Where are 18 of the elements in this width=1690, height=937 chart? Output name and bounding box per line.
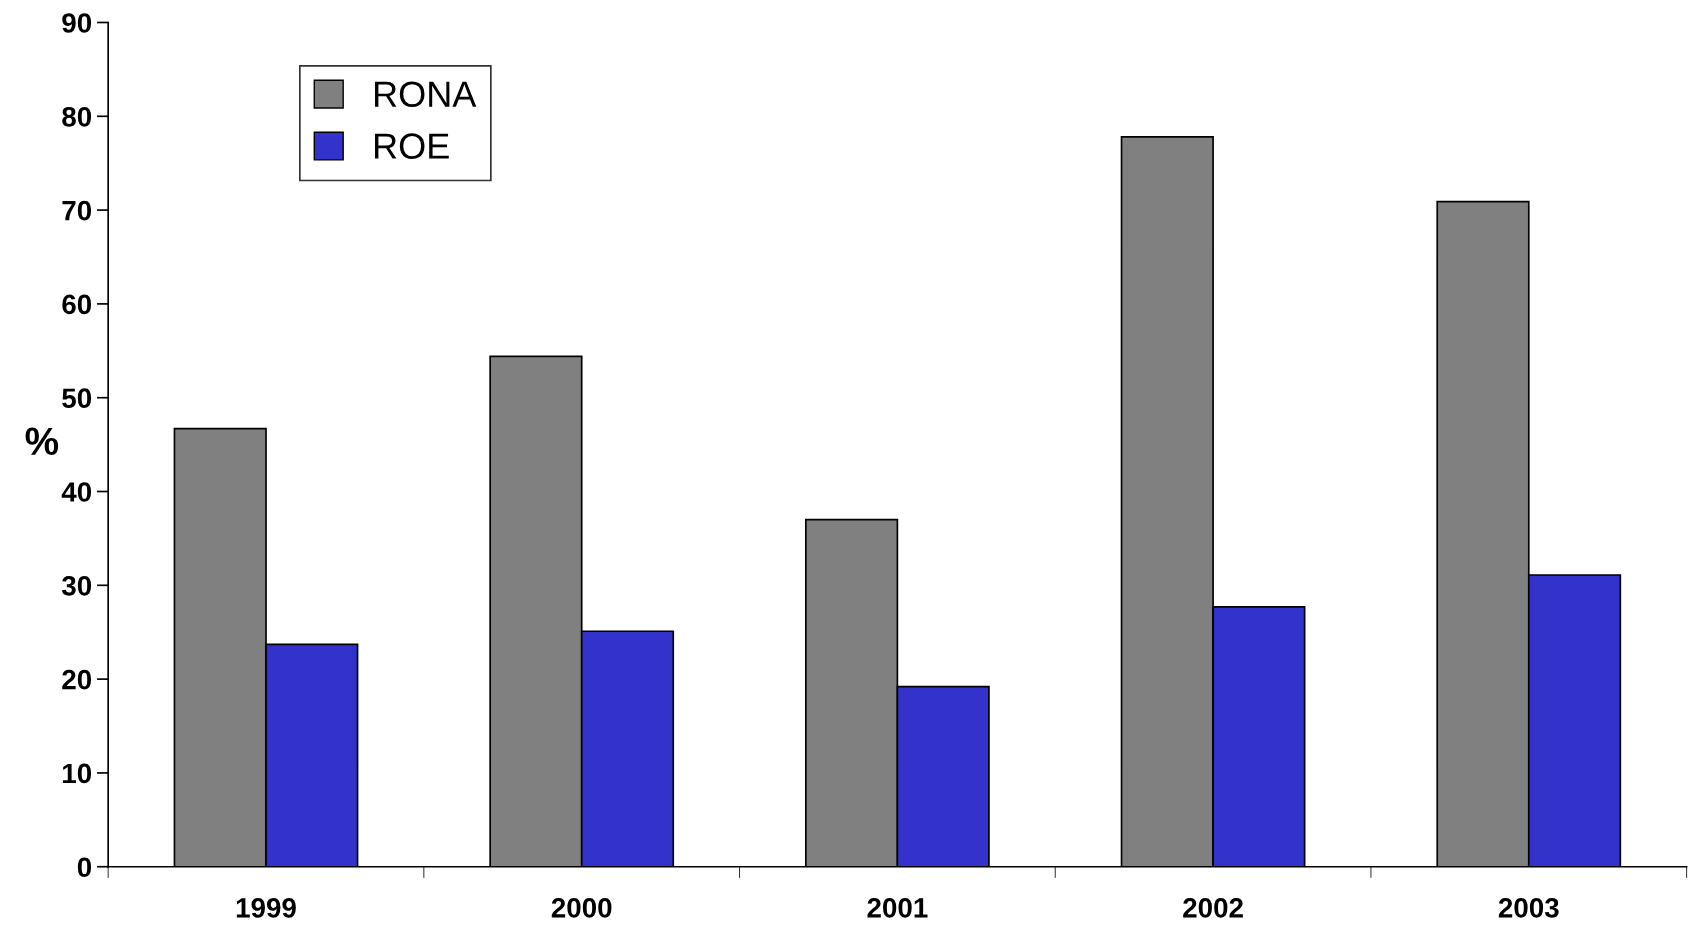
x-tick-label: 1999: [236, 898, 296, 918]
x-tick-label: 2002: [1183, 898, 1243, 918]
y-tick-label: 0: [77, 857, 92, 878]
y-tick-label: 40: [61, 482, 92, 502]
y-tick-label: 20: [62, 669, 92, 690]
y-tick-label: 10: [63, 763, 92, 784]
legend-label: RONA: [375, 81, 477, 108]
y-tick-label: 70: [62, 200, 92, 221]
x-tick-label: 2001: [867, 898, 928, 918]
y-axis-title: %: [25, 427, 59, 455]
y-tick-label: 50: [62, 388, 92, 409]
x-tick-label: 2000: [551, 898, 612, 918]
y-tick-label: 60: [62, 294, 92, 315]
x-tick-label: 2003: [1498, 898, 1559, 918]
legend-label: ROE: [375, 133, 449, 159]
y-tick-label: 30: [61, 575, 92, 596]
y-tick-label: 90: [62, 13, 92, 33]
y-tick-label: 80: [62, 106, 92, 127]
